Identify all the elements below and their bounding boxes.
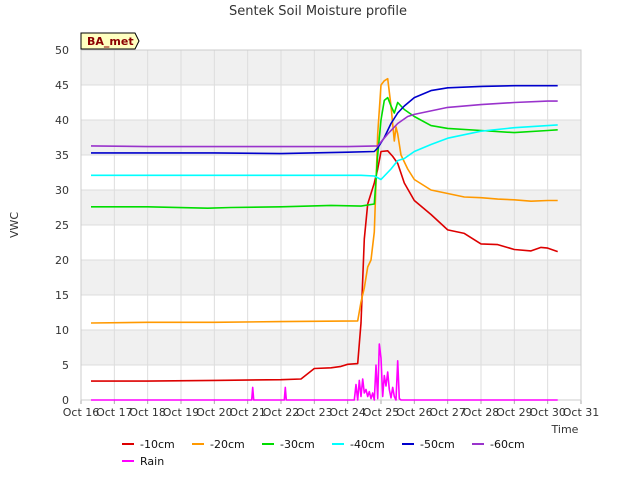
x-tick-label: Oct 25 — [363, 406, 400, 419]
series-lines — [90, 77, 558, 401]
legend-label: -30cm — [280, 438, 315, 451]
x-tick-label: Oct 19 — [163, 406, 200, 419]
badge-box — [80, 32, 140, 50]
x-tick-label: Oct 18 — [129, 406, 166, 419]
x-tick-label: Oct 20 — [196, 406, 233, 419]
y-tick-label: 35 — [55, 149, 69, 162]
y-axis-label: VWC — [8, 212, 21, 238]
series-line-40cm — [91, 124, 558, 181]
legend-label: -50cm — [420, 438, 455, 451]
y-axis-ticks: 0 5 10 15 20 25 30 35 40 45 50 — [55, 44, 69, 407]
plot-band — [81, 50, 581, 85]
x-tick-label: Oct 24 — [329, 406, 366, 419]
x-tick-label: Oct 26 — [396, 406, 433, 419]
x-tick-label: Oct 21 — [229, 406, 266, 419]
y-tick-label: 40 — [55, 114, 69, 127]
x-axis-label: Time — [551, 423, 579, 436]
legend-label: -20cm — [210, 438, 245, 451]
series-line-10cm — [91, 150, 558, 382]
plot-band — [81, 365, 581, 400]
x-tick-label: Oct 27 — [429, 406, 466, 419]
series-line-30cm — [91, 96, 558, 209]
y-tick-label: 0 — [62, 394, 69, 407]
x-tick-label: Oct 17 — [96, 406, 133, 419]
plot-band — [81, 155, 581, 190]
plot-band — [81, 225, 581, 260]
plot-band — [81, 330, 581, 365]
chart-title: Sentek Soil Moisture profile — [229, 4, 407, 19]
x-tick-label: Oct 30 — [529, 406, 566, 419]
y-tick-label: 50 — [55, 44, 69, 57]
series-line-60cm — [90, 100, 558, 148]
x-tick-label: Oct 23 — [296, 406, 333, 419]
series-line-50cm — [91, 84, 558, 155]
y-tick-label: 10 — [55, 324, 69, 337]
y-tick-label: 45 — [55, 79, 69, 92]
plot-background-bands — [81, 50, 581, 400]
y-tick-label: 25 — [55, 219, 69, 232]
x-tick-label: Oct 22 — [263, 406, 300, 419]
legend-label: -10cm — [140, 438, 175, 451]
y-tick-label: 5 — [62, 359, 69, 372]
x-tick-label: Oct 16 — [63, 406, 100, 419]
x-tick-label: Oct 31 — [563, 406, 600, 419]
y-tick-label: 20 — [55, 254, 69, 267]
y-tick-label: 15 — [55, 289, 69, 302]
x-tick-label: Oct 29 — [496, 406, 533, 419]
legend-label: -60cm — [490, 438, 525, 451]
station-badge: BA_met — [80, 32, 140, 50]
y-tick-label: 30 — [55, 184, 69, 197]
plot-band — [81, 120, 581, 155]
x-tick-label: Oct 28 — [463, 406, 500, 419]
series-line-Rain — [91, 343, 558, 401]
legend-label: -40cm — [350, 438, 385, 451]
plot-band — [81, 85, 581, 120]
plot-band — [81, 295, 581, 330]
badge-text: BA_met — [87, 35, 134, 48]
plot-band — [81, 260, 581, 295]
series-line-20cm — [90, 77, 558, 324]
legend: -10cm -20cm -30cm -40cm -50cm -60cm Rain — [122, 438, 525, 468]
legend-label: Rain — [140, 455, 164, 468]
